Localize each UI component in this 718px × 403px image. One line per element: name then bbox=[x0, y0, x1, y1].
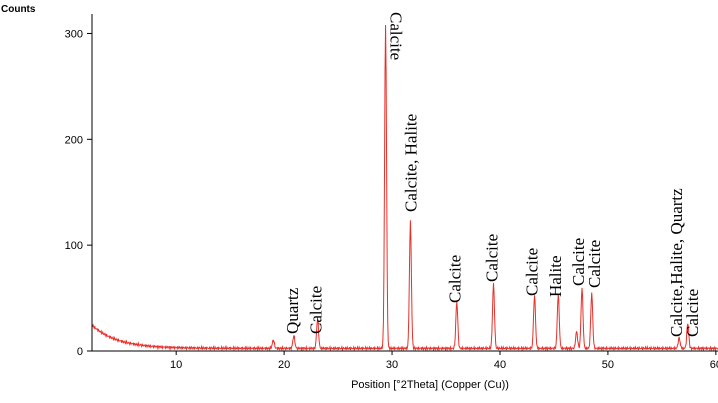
peak-label: Calcite bbox=[446, 255, 465, 303]
y-tick-label: 300 bbox=[65, 28, 83, 40]
peak-label: Calcite bbox=[683, 289, 702, 337]
y-axis-title: Counts bbox=[1, 4, 36, 15]
peak-label: Calcite bbox=[387, 12, 406, 60]
peak-label: Calcite bbox=[482, 234, 501, 282]
peak-label: Calcite,Halite, Quartz bbox=[667, 188, 686, 337]
peak-label: Halite bbox=[546, 255, 565, 297]
x-tick-label: 10 bbox=[170, 359, 182, 371]
diffraction-trace bbox=[91, 24, 718, 352]
x-tick-label: 50 bbox=[602, 359, 614, 371]
peak-label: Calcite bbox=[306, 286, 325, 334]
x-tick-label: 30 bbox=[386, 359, 398, 371]
y-tick-label: 200 bbox=[65, 134, 83, 146]
peak-label: Calcite bbox=[522, 248, 541, 296]
y-tick-label: 0 bbox=[77, 346, 83, 358]
x-tick-label: 40 bbox=[494, 359, 506, 371]
x-tick-label: 60 bbox=[710, 359, 718, 371]
peak-label: Quartz bbox=[283, 287, 302, 334]
peak-label: Calcite bbox=[569, 238, 588, 286]
peak-label: Calcite bbox=[585, 240, 604, 288]
y-tick-label: 100 bbox=[65, 240, 83, 252]
x-tick-label: 20 bbox=[278, 359, 290, 371]
axis-ticks: 10 20 30 40 50 60 0 100 200 300 bbox=[65, 28, 718, 371]
peak-label: Calcite, Halite bbox=[401, 114, 420, 212]
x-axis-title: Position [°2Theta] (Copper (Cu)) bbox=[351, 379, 509, 391]
